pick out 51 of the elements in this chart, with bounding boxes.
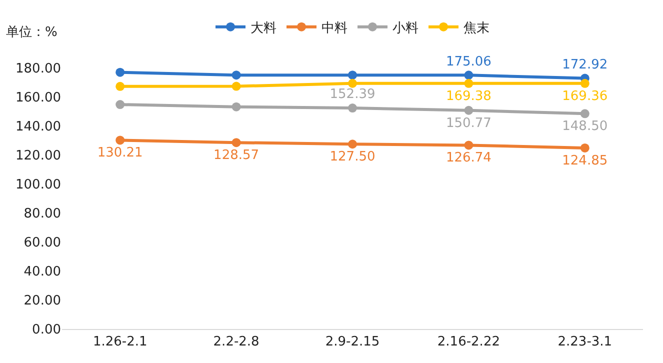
legend-label: 中料 (322, 20, 348, 36)
y-tick-label: 20.00 (24, 294, 61, 309)
x-tick-label: 2.2-2.8 (213, 334, 260, 350)
y-tick-label: 120.00 (16, 148, 61, 164)
x-tick-label: 1.26-2.1 (92, 334, 148, 350)
x-tick-label: 2.16-2.22 (437, 334, 500, 350)
data-label: 127.50 (330, 150, 376, 165)
point (348, 70, 357, 80)
data-label: 126.74 (446, 150, 492, 166)
data-label: 150.77 (446, 116, 492, 131)
legend-label: 小料 (392, 20, 418, 36)
data-label: 152.39 (330, 87, 376, 102)
point (580, 78, 590, 88)
point (464, 106, 474, 115)
data-label: 130.21 (97, 146, 143, 161)
point (232, 70, 241, 80)
data-label: 148.50 (562, 119, 608, 134)
y-tick-label: 60.00 (24, 236, 61, 251)
point (232, 82, 241, 91)
data-label: 169.36 (562, 88, 608, 104)
y-tick-label: 0.00 (32, 322, 61, 338)
x-tick-label: 2.23-3.1 (558, 334, 612, 350)
data-label: 172.92 (562, 57, 608, 72)
y-tick-label: 160.00 (16, 90, 61, 106)
data-label: 169.38 (446, 88, 492, 104)
point (116, 136, 125, 145)
point (116, 68, 125, 77)
point (116, 100, 125, 110)
point (464, 70, 474, 80)
point (232, 138, 241, 148)
y-tick-label: 180.00 (16, 62, 61, 77)
point (464, 78, 474, 88)
point (232, 102, 241, 112)
point (348, 140, 357, 149)
point (580, 143, 590, 152)
point (348, 78, 357, 88)
point (116, 82, 125, 91)
legend-label: 大料 (250, 20, 276, 36)
data-label: 124.85 (562, 153, 608, 168)
data-label: 128.57 (214, 148, 260, 163)
x-tick-label: 2.9-2.15 (325, 334, 380, 350)
point (464, 140, 474, 150)
y-tick-label: 100.00 (16, 178, 61, 193)
y-tick-label: 80.00 (24, 206, 61, 222)
point (348, 104, 357, 113)
y-axis-title: 单位：% (6, 25, 58, 40)
y-tick-label: 40.00 (24, 264, 61, 280)
point (580, 109, 590, 118)
legend-label: 焦末 (464, 20, 490, 36)
data-label: 175.06 (446, 54, 492, 70)
y-tick-label: 140.00 (16, 120, 61, 135)
